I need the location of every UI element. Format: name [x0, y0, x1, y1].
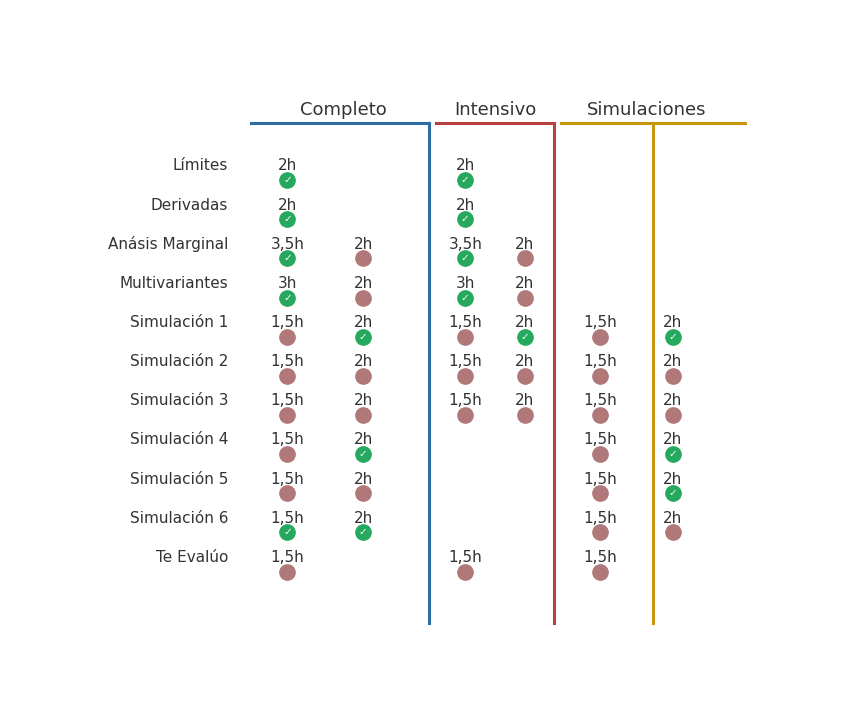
Text: Límites: Límites	[173, 158, 228, 173]
Text: 1,5h: 1,5h	[270, 550, 304, 565]
Text: ✓: ✓	[283, 175, 292, 185]
Text: Completo: Completo	[300, 101, 387, 119]
Text: Intensivo: Intensivo	[454, 101, 536, 119]
Text: Multivariantes: Multivariantes	[119, 276, 228, 291]
Text: 1,5h: 1,5h	[270, 472, 304, 486]
Text: 1,5h: 1,5h	[449, 354, 482, 369]
Text: 2h: 2h	[515, 276, 534, 291]
Text: Simulación 2: Simulación 2	[130, 354, 228, 369]
Text: 2h: 2h	[515, 393, 534, 408]
Text: 2h: 2h	[354, 511, 373, 526]
Text: ✓: ✓	[283, 528, 292, 538]
Text: ✓: ✓	[461, 214, 470, 224]
Text: ✓: ✓	[461, 175, 470, 185]
Text: ✓: ✓	[359, 528, 367, 538]
Text: ✓: ✓	[668, 449, 677, 459]
Text: 3h: 3h	[278, 276, 297, 291]
Text: ✓: ✓	[520, 332, 529, 342]
Text: Simulaciones: Simulaciones	[586, 101, 706, 119]
Text: 2h: 2h	[663, 393, 683, 408]
Text: 2h: 2h	[354, 393, 373, 408]
Text: ✓: ✓	[283, 214, 292, 224]
Text: 1,5h: 1,5h	[583, 393, 617, 408]
Text: 2h: 2h	[354, 432, 373, 448]
Text: ✓: ✓	[283, 253, 292, 263]
Text: 1,5h: 1,5h	[270, 393, 304, 408]
Text: 2h: 2h	[663, 315, 683, 330]
Text: 1,5h: 1,5h	[270, 315, 304, 330]
Text: ✓: ✓	[461, 253, 470, 263]
Text: 1,5h: 1,5h	[583, 511, 617, 526]
Text: 1,5h: 1,5h	[583, 354, 617, 369]
Text: 1,5h: 1,5h	[270, 511, 304, 526]
Text: 2h: 2h	[456, 158, 475, 173]
Text: 2h: 2h	[278, 158, 297, 173]
Text: Simulación 3: Simulación 3	[129, 393, 228, 408]
Text: 1,5h: 1,5h	[449, 393, 482, 408]
Text: ✓: ✓	[668, 488, 677, 498]
Text: Te Evalúo: Te Evalúo	[156, 550, 228, 565]
Text: 3h: 3h	[456, 276, 475, 291]
Text: Simulación 1: Simulación 1	[130, 315, 228, 330]
Text: 2h: 2h	[278, 198, 297, 213]
Text: 1,5h: 1,5h	[583, 315, 617, 330]
Text: 2h: 2h	[663, 432, 683, 448]
Text: 2h: 2h	[354, 276, 373, 291]
Text: 1,5h: 1,5h	[449, 550, 482, 565]
Text: 2h: 2h	[456, 198, 475, 213]
Text: ✓: ✓	[359, 332, 367, 342]
Text: Derivadas: Derivadas	[150, 198, 228, 213]
Text: 2h: 2h	[354, 315, 373, 330]
Text: 1,5h: 1,5h	[583, 472, 617, 486]
Text: 2h: 2h	[515, 315, 534, 330]
Text: Simulación 6: Simulación 6	[129, 511, 228, 526]
Text: Simulación 4: Simulación 4	[130, 432, 228, 448]
Text: 1,5h: 1,5h	[583, 550, 617, 565]
Text: 2h: 2h	[354, 237, 373, 251]
Text: ✓: ✓	[359, 449, 367, 459]
Text: 2h: 2h	[663, 472, 683, 486]
Text: 1,5h: 1,5h	[449, 315, 482, 330]
Text: Anásis Marginal: Anásis Marginal	[108, 236, 228, 252]
Text: 3,5h: 3,5h	[270, 237, 304, 251]
Text: 2h: 2h	[663, 511, 683, 526]
Text: Simulación 5: Simulación 5	[130, 472, 228, 486]
Text: ✓: ✓	[668, 332, 677, 342]
Text: ✓: ✓	[283, 293, 292, 303]
Text: 2h: 2h	[354, 354, 373, 369]
Text: 2h: 2h	[354, 472, 373, 486]
Text: 3,5h: 3,5h	[448, 237, 482, 251]
Text: 2h: 2h	[663, 354, 683, 369]
Text: 2h: 2h	[515, 237, 534, 251]
Text: 1,5h: 1,5h	[583, 432, 617, 448]
Text: 1,5h: 1,5h	[270, 432, 304, 448]
Text: ✓: ✓	[461, 293, 470, 303]
Text: 2h: 2h	[515, 354, 534, 369]
Text: 1,5h: 1,5h	[270, 354, 304, 369]
